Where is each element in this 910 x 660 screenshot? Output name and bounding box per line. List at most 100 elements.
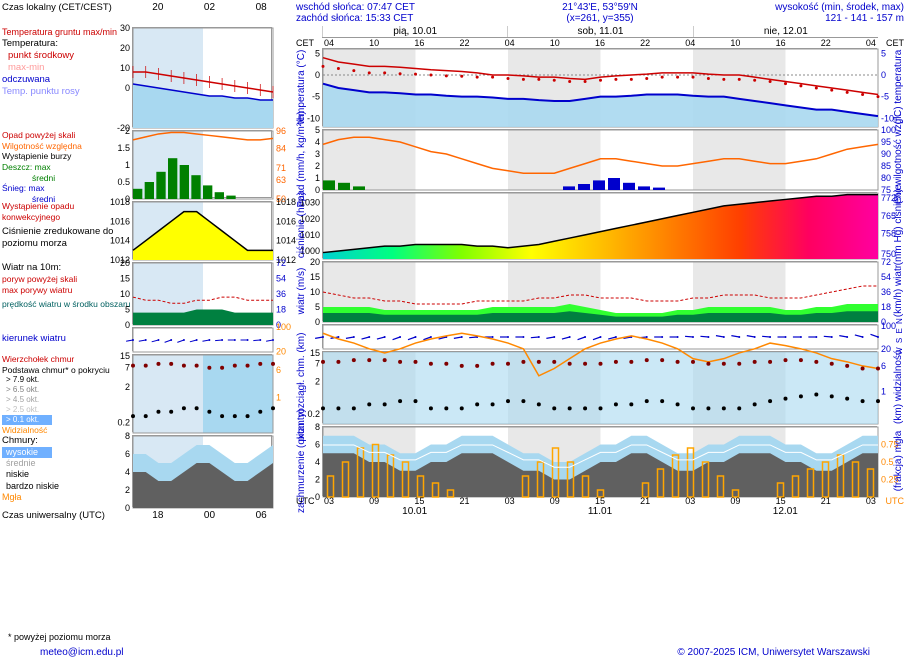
svg-text:63: 63 <box>276 175 286 185</box>
svg-text:18: 18 <box>276 305 286 315</box>
svg-text:90: 90 <box>881 149 891 159</box>
small-precip-chart: 21.510.509684716350 <box>132 130 272 198</box>
svg-text:4: 4 <box>125 467 130 477</box>
svg-text:6: 6 <box>315 440 320 450</box>
svg-text:-10: -10 <box>307 113 320 123</box>
svg-text:96: 96 <box>276 126 286 136</box>
svg-text:20: 20 <box>881 344 891 354</box>
small-dir-chart <box>132 327 272 351</box>
svg-text:10: 10 <box>310 287 320 297</box>
svg-text:36: 36 <box>881 287 891 297</box>
small-top-hours: 200208 <box>132 2 287 13</box>
svg-text:1016: 1016 <box>110 216 130 226</box>
svg-text:8: 8 <box>315 422 320 432</box>
svg-text:20: 20 <box>120 258 130 268</box>
svg-text:15: 15 <box>310 272 320 282</box>
header: wschód słońca: 07:47 CET zachód słońca: … <box>292 2 908 26</box>
svg-text:10: 10 <box>120 63 130 73</box>
main-fog-chart: 864200.750.50.25 <box>322 426 877 496</box>
legend-pressure: Wystąpienie opadu konwekcyjnego Ciśnieni… <box>2 201 132 261</box>
svg-text:100: 100 <box>276 322 291 332</box>
svg-text:5: 5 <box>315 125 320 135</box>
legend-fog: Chmury: wysokie średnie niskie bardzo ni… <box>2 435 132 509</box>
svg-text:5: 5 <box>315 302 320 312</box>
svg-text:6: 6 <box>881 361 886 371</box>
main-temp-chart: 50-5-1050-5-10 <box>322 48 877 126</box>
svg-text:-5: -5 <box>312 92 320 102</box>
svg-text:36: 36 <box>276 289 286 299</box>
svg-text:2: 2 <box>125 126 130 136</box>
svg-text:7: 7 <box>315 359 320 369</box>
svg-text:6: 6 <box>276 365 281 375</box>
svg-text:8: 8 <box>125 431 130 441</box>
main-precip-chart: 5432101009590858075 <box>322 129 877 189</box>
small-pressure-chart: 10181016101410121018101610141012 <box>132 201 272 259</box>
svg-text:0.5: 0.5 <box>117 177 130 187</box>
main-pressure-chart: 1030102010101000772765758750 <box>322 192 877 258</box>
svg-text:5: 5 <box>125 305 130 315</box>
svg-text:1: 1 <box>276 393 281 403</box>
svg-text:0: 0 <box>315 185 320 195</box>
svg-text:72: 72 <box>276 258 286 268</box>
svg-text:7: 7 <box>125 363 130 373</box>
legend-local-time: Czas lokalny (CET/CEST) <box>2 2 132 26</box>
legend-cloud: Wierzchołek chmur Podstawa chmur* o pokr… <box>2 354 132 434</box>
svg-text:1018: 1018 <box>110 197 130 207</box>
copyright: © 2007-2025 ICM, Uniwersytet Warszawski <box>677 647 870 658</box>
small-wind-chart: 20151050725436180 <box>132 262 272 324</box>
svg-text:0.5: 0.5 <box>881 457 894 467</box>
footer: meteo@icm.edu.pl © 2007-2025 ICM, Uniwer… <box>0 647 910 658</box>
svg-text:5: 5 <box>315 48 320 58</box>
svg-text:0: 0 <box>315 492 320 502</box>
svg-text:20: 20 <box>120 43 130 53</box>
legend-wind: Wiatr na 10m: poryw powyżej skali max po… <box>2 262 132 326</box>
svg-text:1: 1 <box>125 160 130 170</box>
svg-text:1.5: 1.5 <box>117 143 130 153</box>
svg-text:100: 100 <box>881 321 896 331</box>
day-labels: pią, 10.01sob, 11.01nie, 12.01 <box>322 26 878 38</box>
svg-text:20: 20 <box>276 347 286 357</box>
svg-text:18: 18 <box>881 302 891 312</box>
svg-text:95: 95 <box>881 137 891 147</box>
small-bot-hours: 180006 <box>132 510 287 530</box>
svg-text:2: 2 <box>125 485 130 495</box>
legend-precip: Opad powyżej skali Wilgotność względna W… <box>2 130 132 200</box>
svg-text:0: 0 <box>125 320 130 330</box>
svg-text:84: 84 <box>276 144 286 154</box>
svg-text:72: 72 <box>881 257 891 267</box>
svg-text:0: 0 <box>315 70 320 80</box>
legend-utc: Czas uniwersalny (UTC) <box>2 510 132 530</box>
svg-text:2: 2 <box>315 475 320 485</box>
svg-text:54: 54 <box>881 272 891 282</box>
svg-text:4: 4 <box>315 137 320 147</box>
svg-text:85: 85 <box>881 161 891 171</box>
svg-text:0.2: 0.2 <box>117 417 130 427</box>
svg-text:30: 30 <box>120 23 130 33</box>
svg-text:1: 1 <box>315 173 320 183</box>
svg-text:2: 2 <box>315 161 320 171</box>
svg-text:2: 2 <box>125 382 130 392</box>
right-column: wschód słońca: 07:47 CET zachód słońca: … <box>290 0 910 660</box>
main-wind-chart: 20151050725436180 <box>322 261 877 321</box>
svg-text:80: 80 <box>881 173 891 183</box>
meteogram: Czas lokalny (CET/CEST) 200208 Temperatu… <box>0 0 910 660</box>
svg-text:1014: 1014 <box>276 236 296 246</box>
svg-text:0.2: 0.2 <box>307 409 320 419</box>
svg-text:10: 10 <box>120 289 130 299</box>
svg-text:0: 0 <box>125 83 130 93</box>
svg-text:54: 54 <box>276 274 286 284</box>
svg-text:6: 6 <box>125 449 130 459</box>
svg-text:-5: -5 <box>881 92 889 102</box>
svg-text:1014: 1014 <box>110 236 130 246</box>
svg-text:15: 15 <box>310 348 320 358</box>
note: * powyżej poziomu morza <box>8 632 111 642</box>
svg-text:15: 15 <box>120 274 130 284</box>
legend-dir: kierunek wiatru <box>2 327 132 353</box>
main-dir-chart <box>322 324 877 348</box>
left-column: Czas lokalny (CET/CEST) 200208 Temperatu… <box>0 0 290 660</box>
svg-text:0: 0 <box>125 503 130 513</box>
svg-text:2: 2 <box>315 377 320 387</box>
svg-text:20: 20 <box>310 257 320 267</box>
email-link[interactable]: meteo@icm.edu.pl <box>40 647 124 658</box>
small-cloud-chart: 15720.21002061 <box>132 354 272 432</box>
